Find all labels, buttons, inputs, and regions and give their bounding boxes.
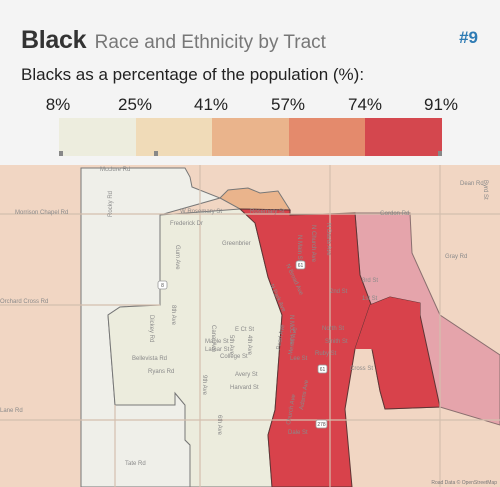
road-label: N Davis Ave <box>325 223 331 256</box>
highway-shield-label: 61 <box>320 367 326 373</box>
road-label: Lee St <box>290 356 308 362</box>
road-label: 2nd St <box>330 289 348 295</box>
road-label: N McC Ave <box>288 315 294 346</box>
legend-swatch <box>59 118 136 156</box>
road-label: 8th Ave <box>170 305 176 326</box>
road-label: Greenbrier <box>222 241 251 247</box>
tract-red-east-arm[interactable] <box>355 297 420 361</box>
road-label: Dean Rd <box>460 181 484 187</box>
road-labels: Morrison Chapel Rd Orchard Cross Rd Mccl… <box>0 167 484 467</box>
road-label: Tate Rd <box>125 461 146 467</box>
legend-tick <box>153 151 158 156</box>
title-row: Black Race and Ethnicity by Tract <box>21 26 326 55</box>
map-attribution: Road Data © OpenStreetMap <box>431 479 497 486</box>
road-label: Ryans Rd <box>148 369 174 375</box>
highway-shields: 61 8 278 61 <box>157 260 328 429</box>
road-label: Avery St <box>235 372 258 378</box>
road-label: W Rosemary St <box>180 209 222 215</box>
road-label: Orchard Cross Rd <box>0 299 48 305</box>
road-label: 4th Ave <box>246 335 252 356</box>
road-label: 1st St <box>362 296 378 302</box>
legend-swatch <box>288 118 366 156</box>
legend-label: 25% <box>117 95 153 114</box>
road-label: Dickey Rd <box>148 315 154 342</box>
road-label: Harvard St <box>230 385 259 391</box>
road-label: Lamar St <box>205 347 230 353</box>
road-label: Cross St <box>350 366 373 372</box>
map-header: Black Race and Ethnicity by Tract #9 Bla… <box>0 0 500 165</box>
road-label: Smith St <box>325 339 348 345</box>
legend-swatch <box>365 118 442 156</box>
legend-labels: 8% 25% 41% 57% 74% 91% <box>0 95 500 117</box>
road-label: Frederick Dr <box>170 221 203 227</box>
road-label: 9th Ave <box>201 375 207 396</box>
legend-label: 91% <box>423 95 459 114</box>
legend-swatch <box>212 118 289 156</box>
map-subtitle: Race and Ethnicity by Tract <box>94 32 326 53</box>
highway-shield-label: 61 <box>298 263 304 269</box>
road-label: Gum Ave <box>174 245 180 270</box>
legend-caption: Blacks as a percentage of the population… <box>21 65 365 84</box>
road-label: Gray Rd <box>445 254 467 260</box>
tract-map[interactable]: Morrison Chapel Rd Orchard Cross Rd Mccl… <box>0 165 500 487</box>
road-label: 3rd St <box>362 278 378 284</box>
road-label: 6th Ave <box>216 415 222 436</box>
road-label: Byrd St <box>482 180 488 200</box>
road-label: Rosemary St <box>250 209 285 215</box>
road-label: 5th Ave <box>228 335 234 356</box>
road-label: Rocky Rd <box>108 191 114 217</box>
road-label: Adams Ave <box>299 379 310 410</box>
road-label: Mcclure Rd <box>100 167 130 173</box>
legend-tick <box>59 151 63 156</box>
road-label: Pearl Ave <box>276 323 286 350</box>
map-number-badge[interactable]: #9 <box>459 28 478 47</box>
road-label: North St <box>322 326 344 332</box>
road-label: E Ct St <box>235 327 254 333</box>
legend-label: 41% <box>193 95 229 114</box>
map-title: Black <box>21 26 87 54</box>
road-label: Lane Rd <box>0 408 23 414</box>
road-label: Gordon Rd <box>380 211 409 217</box>
road-label: Merrill Ave <box>288 326 299 355</box>
legend-label: 8% <box>45 95 71 114</box>
legend-swatch <box>135 118 213 156</box>
road-label: Morrison Chapel Rd <box>15 210 68 216</box>
road-label: N Church Ave <box>310 225 316 263</box>
legend-color-bar <box>59 118 442 156</box>
legend-label: 57% <box>270 95 306 114</box>
road-label: Bellevista Rd <box>132 356 167 362</box>
legend-label: 74% <box>347 95 383 114</box>
road-label: Canal Ave <box>210 325 216 353</box>
highway-shield-label: 8 <box>161 283 164 289</box>
road-label: College St <box>220 354 248 360</box>
road-label: Maple St <box>205 339 229 345</box>
road-label: Ruby St <box>315 351 337 357</box>
road-label: Dale St <box>288 430 308 436</box>
highway-shield-label: 278 <box>317 422 326 428</box>
legend-tick <box>437 151 442 156</box>
road-lines <box>0 165 500 487</box>
road-label: N Main St <box>296 235 302 262</box>
road-label: Church Ave <box>286 393 297 425</box>
